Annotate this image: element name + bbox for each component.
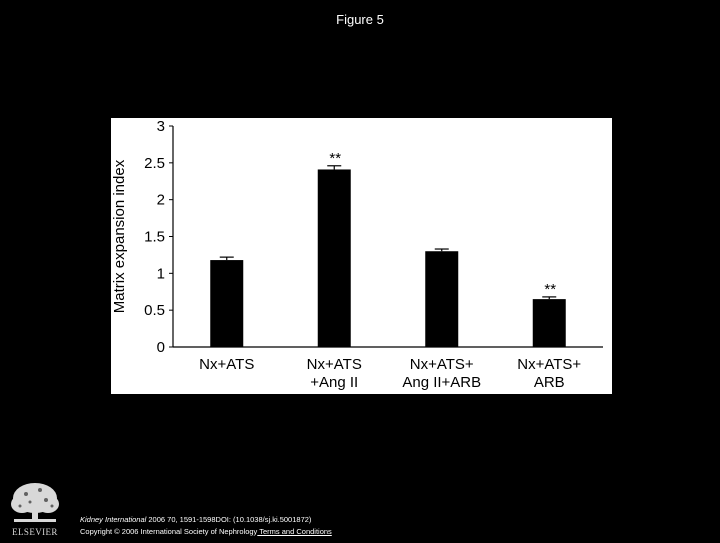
bar [425,251,459,347]
y-tick-label: 2 [157,192,165,209]
bar [532,299,566,347]
x-tick-label: Nx+ATS [199,356,254,373]
significance-marker: ** [329,150,341,167]
y-axis-title: Matrix expansion index [111,159,128,313]
y-tick-label: 3 [157,118,165,135]
x-tick-label: Nx+ATS+ [410,356,474,373]
chart-panel: 0 0.5 1 1.5 2 2.5 3 Matrix expansion index Nx+AT… [111,118,612,394]
bar [317,169,351,347]
journal-name: Kidney International [80,515,147,524]
citation-details: 2006 70, 1591-1598DOI: (10.1038/sj.ki.50… [146,515,312,524]
significance-marker: ** [544,281,556,298]
x-tick-label: +Ang II [310,374,358,391]
y-tick-label: 2.5 [144,155,165,172]
publisher-name: ELSEVIER [12,527,58,537]
y-tick-label: 0 [157,339,165,356]
copyright-text: Copyright © 2006 International Society o… [80,527,258,536]
bar-chart: 0 0.5 1 1.5 2 2.5 3 Matrix expansion index Nx+AT… [111,118,603,391]
x-tick-label: ARB [534,374,565,391]
bar [210,260,244,347]
y-tick-label: 0.5 [144,302,165,319]
citation-block: Kidney International 2006 70, 1591-1598D… [80,514,332,538]
y-tick-label: 1 [157,265,165,282]
x-tick-label: Nx+ATS [307,356,362,373]
x-tick-label: Ang II+ARB [402,374,481,391]
citation-line: Kidney International 2006 70, 1591-1598D… [80,514,332,526]
figure-title: Figure 5 [336,12,384,27]
copyright-line: Copyright © 2006 International Society o… [80,526,332,538]
tree-logo-icon: ELSEVIER [4,478,66,538]
y-tick-label: 1.5 [144,229,165,246]
terms-and-conditions-link[interactable]: Terms and Conditions [257,527,332,536]
elsevier-logo: ELSEVIER [4,478,66,538]
x-tick-label: Nx+ATS+ [517,356,581,373]
